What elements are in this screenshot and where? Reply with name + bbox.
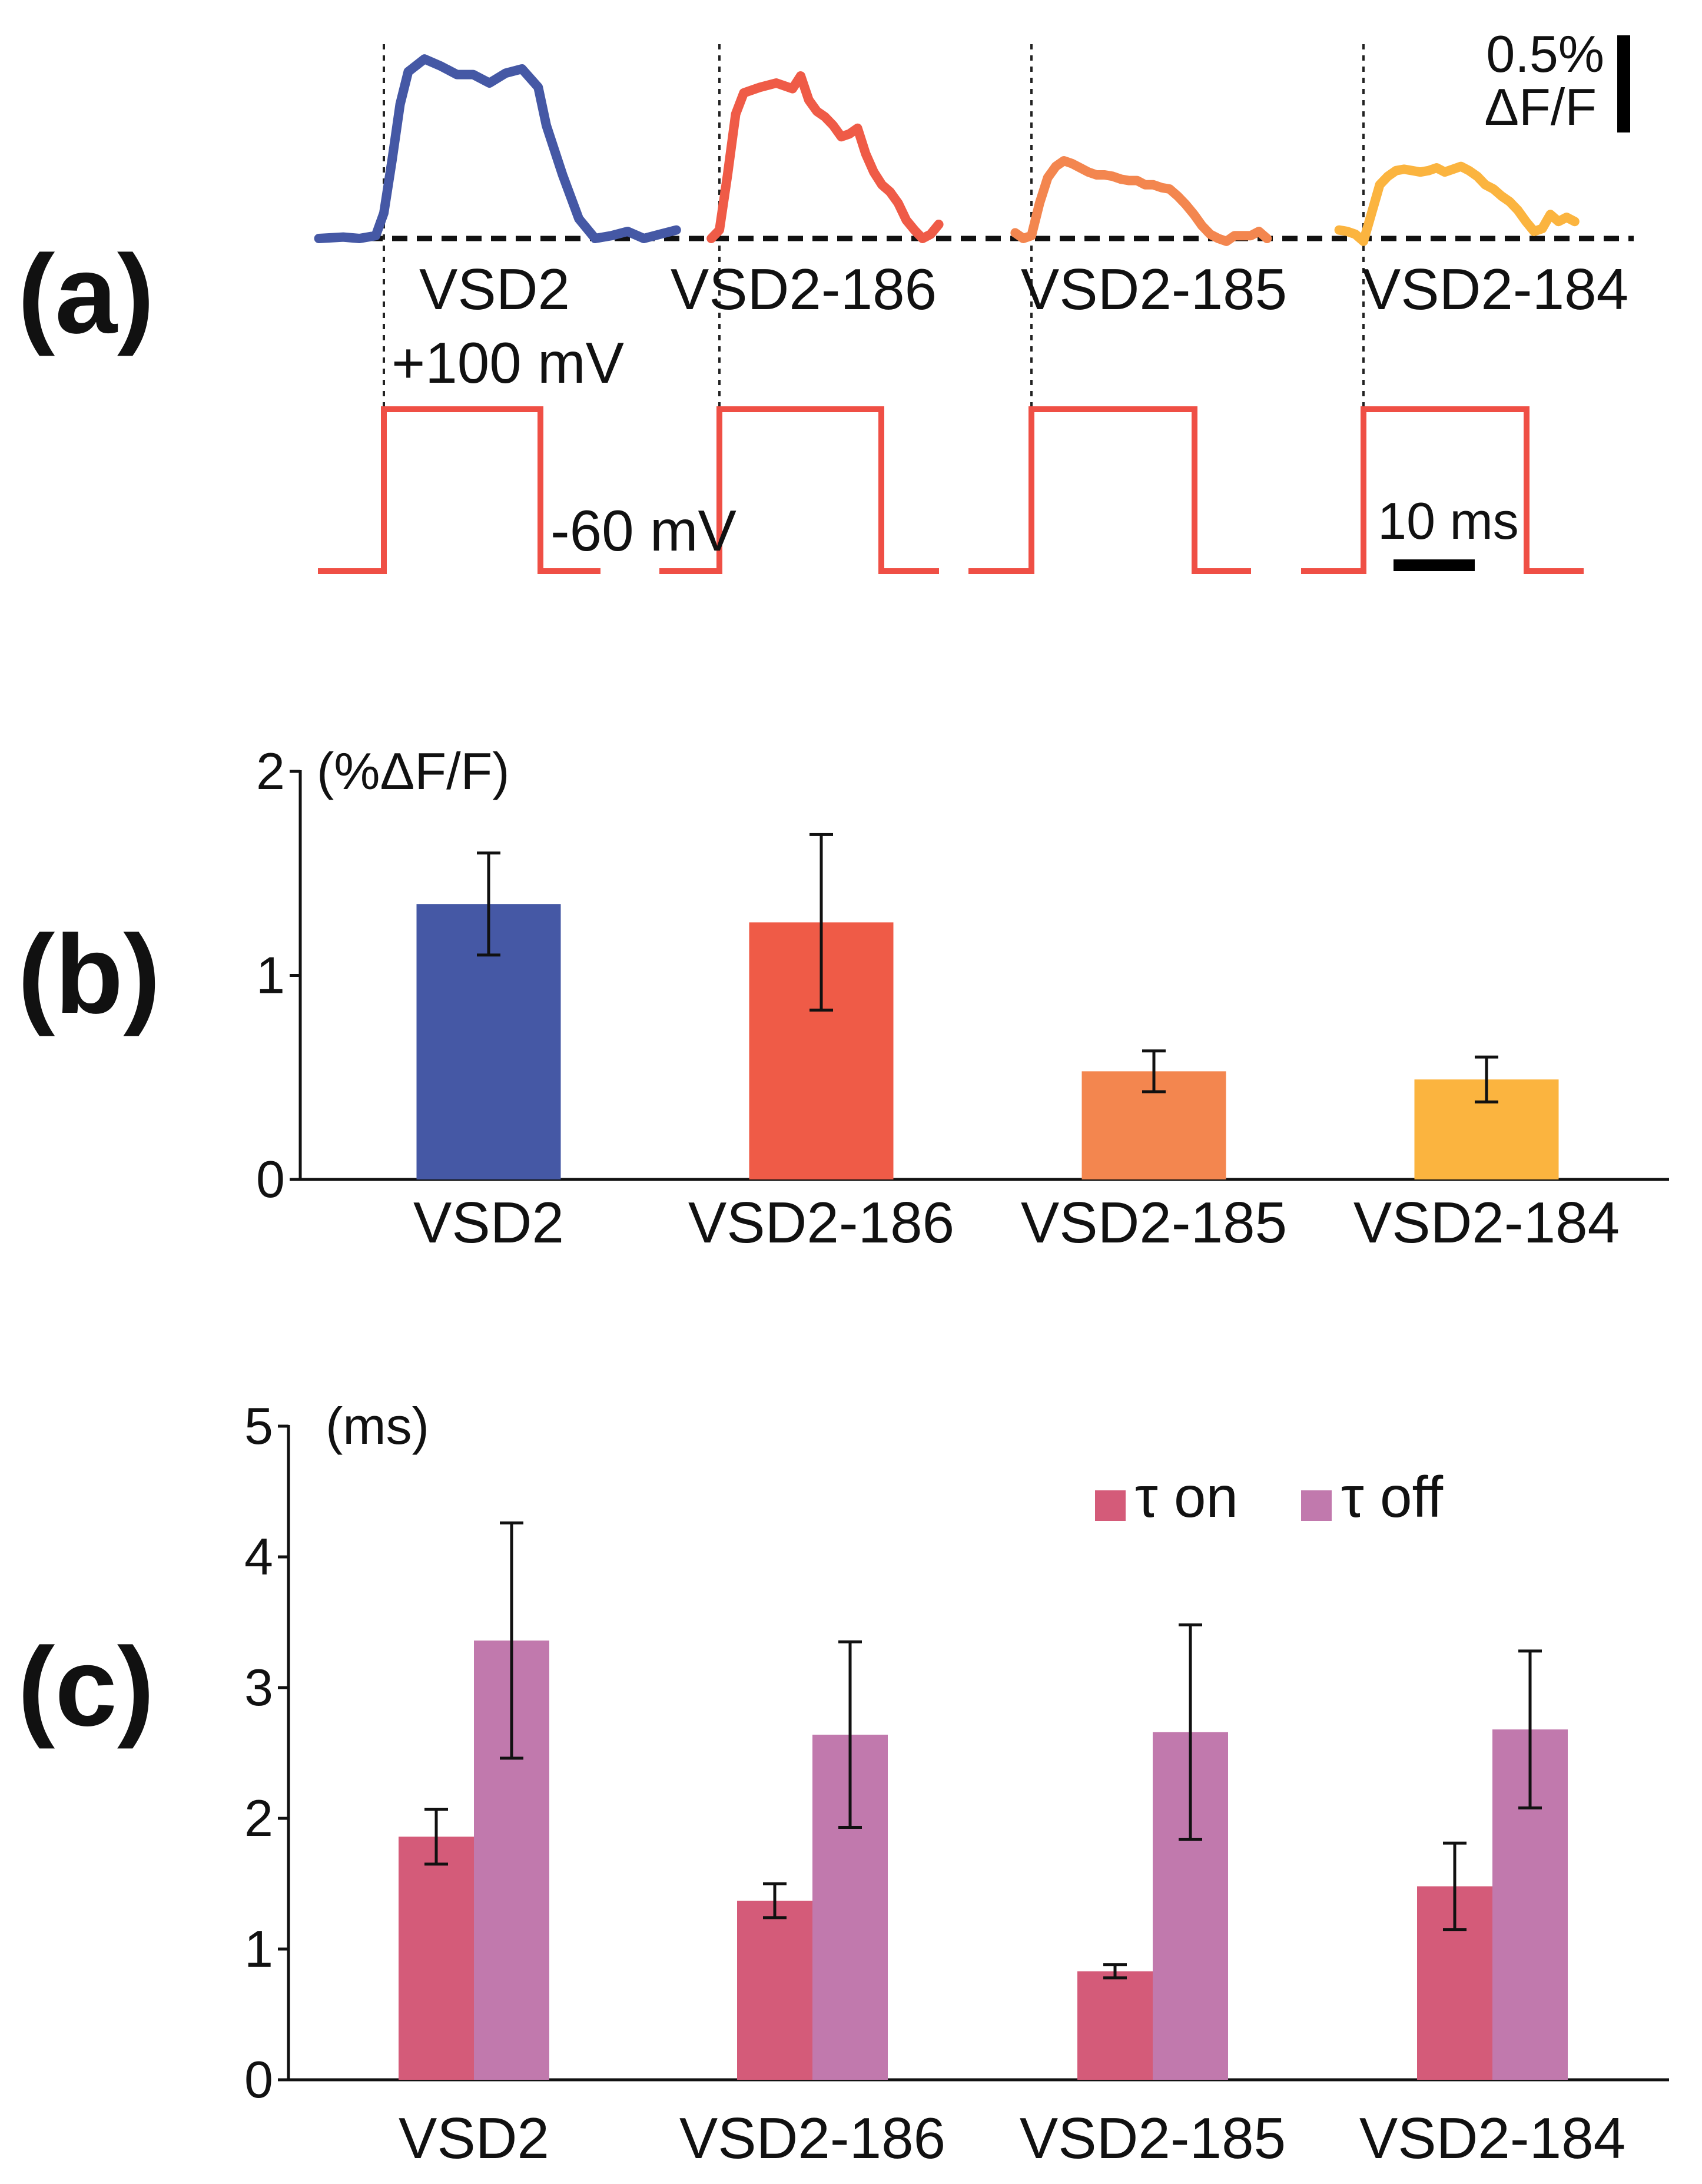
step-low-label: -60 mV — [550, 498, 736, 563]
fluorescence-trace-vsd2-184 — [1334, 161, 1580, 246]
panel-label-c: (c) — [18, 1625, 154, 1749]
amplitude-scale-label-top: 0.5% — [1486, 25, 1604, 83]
trace-label-vsd2-184: VSD2-184 — [1362, 257, 1628, 322]
y-tick-label-2: 2 — [244, 1789, 273, 1847]
voltage-step-vsd2-184 — [1301, 406, 1584, 574]
trace-label-vsd2-186: VSD2-186 — [671, 257, 937, 322]
panel-a-traces: VSD2 VSD2-186 VSD2-185 VSD2-184 +100 mV -60 m… — [314, 25, 1634, 574]
y-tick-label-1: 1 — [256, 946, 285, 1005]
legend-swatch-tau-off — [1301, 1490, 1332, 1521]
y-tick-label-0: 0 — [256, 1150, 285, 1208]
legend-label-tau-on: τ on — [1135, 1464, 1238, 1529]
y-tick-label-5: 5 — [244, 1397, 273, 1455]
amplitude-scale-label-bottom: ΔF/F — [1484, 78, 1597, 136]
y-axis-unit-label: (ms) — [326, 1397, 429, 1455]
y-tick-label-3: 3 — [244, 1658, 273, 1716]
panel-b-amplitude-chart: 0 1 2 (%ΔF/F) VSD2 VSD2-186 VSD2-185 VSD2-184 — [256, 742, 1669, 1255]
voltage-step-vsd2-186 — [659, 406, 939, 574]
x-category-label-vsd2-186: VSD2-186 — [688, 1190, 954, 1255]
x-category-label-vsd2-185: VSD2-185 — [1021, 1190, 1287, 1255]
trace-label-vsd2-185: VSD2-185 — [1021, 257, 1287, 322]
trace-label-vsd2: VSD2 — [419, 257, 570, 322]
panel-label-b: (b) — [18, 912, 161, 1037]
y-tick-label-4: 4 — [244, 1527, 273, 1586]
voltage-step-vsd2-185 — [968, 406, 1251, 574]
bar-vsd2-186-tau-on — [737, 1900, 812, 2080]
x-category-label-vsd2: VSD2 — [399, 2106, 549, 2170]
x-category-label-vsd2: VSD2 — [413, 1190, 564, 1255]
x-category-label-vsd2-186: VSD2-186 — [679, 2106, 945, 2170]
fluorescence-trace-vsd2-186 — [706, 71, 944, 243]
fluorescence-trace-vsd2 — [314, 54, 681, 243]
bar-vsd2-185-tau-on — [1077, 1971, 1153, 2080]
panel-label-a: (a) — [18, 232, 154, 357]
fluorescence-trace-vsd2-185 — [1010, 156, 1272, 246]
bar-vsd2-tau-on — [399, 1837, 474, 2080]
time-scale-label: 10 ms — [1378, 492, 1519, 550]
y-axis-unit-label: (%ΔF/F) — [317, 742, 510, 800]
y-tick-label-0: 0 — [244, 2050, 273, 2109]
step-high-label: +100 mV — [392, 330, 624, 395]
x-category-label-vsd2-184: VSD2-184 — [1359, 2106, 1625, 2170]
legend-label-tau-off: τ off — [1341, 1464, 1444, 1529]
x-category-label-vsd2-185: VSD2-185 — [1020, 2106, 1286, 2170]
voltage-step-vsd2 — [318, 406, 600, 574]
x-category-label-vsd2-184: VSD2-184 — [1353, 1190, 1620, 1255]
y-tick-label-2: 2 — [256, 742, 285, 800]
legend-swatch-tau-on — [1095, 1490, 1126, 1521]
panel-c-kinetics-chart: 0 1 2 3 4 5 (ms) VSD2 VSD2-186 VSD2-185 VSD2-184 τ … — [244, 1397, 1669, 2170]
y-tick-label-1: 1 — [244, 1920, 273, 1978]
